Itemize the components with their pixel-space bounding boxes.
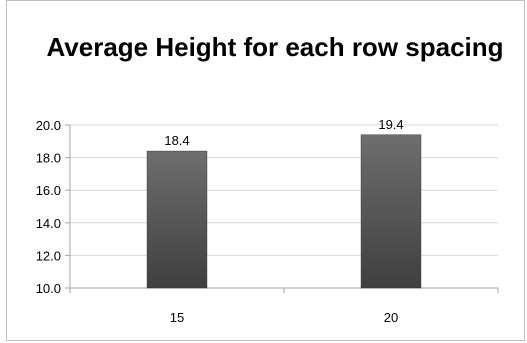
bar bbox=[360, 134, 422, 289]
x-category-label: 20 bbox=[384, 310, 398, 325]
chart-frame bbox=[6, 0, 525, 341]
data-label: 18.4 bbox=[164, 133, 189, 148]
x-category-label: 15 bbox=[170, 310, 184, 325]
bar bbox=[146, 150, 208, 289]
y-tick-label: 18.0 bbox=[36, 151, 61, 166]
y-tick-label: 14.0 bbox=[36, 216, 61, 231]
y-tick-label: 20.0 bbox=[36, 118, 61, 133]
y-tick-label: 16.0 bbox=[36, 183, 61, 198]
chart-title: Average Height for each row spacing bbox=[46, 32, 504, 62]
y-tick-label: 12.0 bbox=[36, 248, 61, 263]
data-label: 19.4 bbox=[378, 117, 403, 132]
y-tick-label: 10.0 bbox=[36, 281, 61, 296]
